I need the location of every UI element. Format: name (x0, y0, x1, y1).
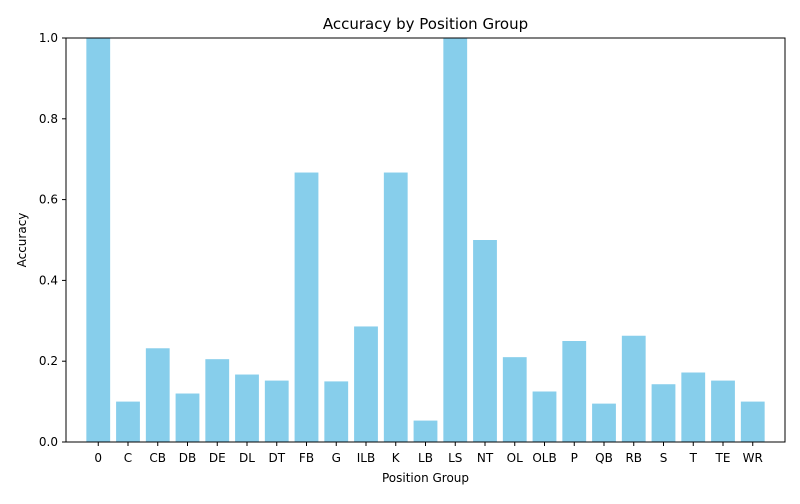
y-tick-label: 1.0 (39, 31, 58, 45)
x-tick-label: CB (149, 451, 166, 465)
y-axis: 0.0 0.2 0.4 0.6 0.8 1.0 (39, 31, 66, 449)
x-tick-label: DE (209, 451, 226, 465)
bar-LS (443, 38, 468, 442)
x-axis: 0 C CB DB DE DL DT FB G ILB K LB LS NT OL OLB P QB RB S T TE W… (94, 442, 763, 465)
bar-DB (175, 393, 200, 442)
bar-OL (502, 357, 527, 442)
y-tick-label: 0.0 (39, 435, 58, 449)
x-tick-label: S (660, 451, 668, 465)
bar-DL (235, 374, 259, 442)
bar-G (324, 381, 349, 442)
x-tick-label: OL (507, 451, 523, 465)
bar-K (383, 172, 408, 443)
x-axis-label: Position Group (382, 471, 469, 485)
plot-frame (65, 37, 786, 443)
bar-OLB (532, 391, 557, 442)
x-tick-label: FB (299, 451, 314, 465)
bar-T (681, 372, 706, 442)
x-tick-label: QB (595, 451, 613, 465)
y-tick-label: 0.4 (39, 273, 58, 287)
bar-S (651, 384, 676, 442)
x-tick-label: DL (239, 451, 255, 465)
x-tick-label: T (689, 451, 698, 465)
y-tick-label: 0.6 (39, 193, 58, 207)
x-tick-label: LS (448, 451, 462, 465)
x-tick-label: 0 (94, 451, 102, 465)
chart-title: Accuracy by Position Group (323, 15, 528, 33)
bar-C (116, 401, 140, 442)
bar-ILB (354, 326, 378, 442)
bar-CB (145, 348, 170, 442)
x-tick-label: WR (743, 451, 763, 465)
bar-LB (413, 420, 438, 442)
x-tick-label: P (571, 451, 578, 465)
x-tick-label: NT (477, 451, 494, 465)
x-tick-label: TE (715, 451, 731, 465)
bar-DE (205, 359, 230, 442)
bar-NT (473, 240, 497, 442)
bars-group (86, 38, 765, 443)
bar-WR (740, 401, 765, 442)
x-tick-label: DB (179, 451, 196, 465)
bar-RB (621, 335, 646, 442)
y-tick-label: 0.2 (39, 354, 58, 368)
bar-TE (711, 380, 735, 442)
x-tick-label: G (332, 451, 341, 465)
y-tick-label: 0.8 (39, 112, 58, 126)
x-tick-label: LB (418, 451, 433, 465)
bar-DT (264, 380, 289, 442)
x-tick-label: ILB (357, 451, 375, 465)
bar-FB (294, 172, 319, 443)
x-tick-label: DT (268, 451, 285, 465)
bar-0 (86, 38, 111, 442)
y-axis-label: Accuracy (15, 213, 29, 268)
bar-QB (592, 403, 616, 442)
x-tick-label: OLB (532, 451, 556, 465)
x-tick-label: C (124, 451, 132, 465)
x-tick-label: K (392, 451, 401, 465)
x-tick-label: RB (625, 451, 642, 465)
bar-P (562, 341, 587, 442)
